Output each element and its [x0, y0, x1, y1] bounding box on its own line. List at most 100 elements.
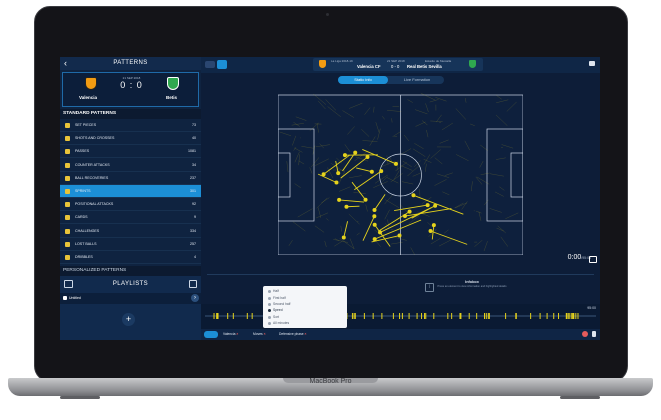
remove-x-icon[interactable]: ×: [304, 332, 307, 336]
sprint-start-dot: [353, 150, 358, 155]
sprint-trail: [279, 131, 292, 137]
away-team-label: Real Betis Sevilla: [407, 64, 442, 69]
valencia-crest-icon: [319, 60, 326, 68]
menu-item-all-minutes[interactable]: All minutes: [268, 321, 289, 325]
timeline-event-mark: [566, 313, 568, 319]
timeline-event-mark: [251, 313, 253, 319]
menu-item-first-half[interactable]: First half: [268, 296, 286, 300]
sprint-trail: [354, 151, 368, 162]
back-icon[interactable]: ‹: [64, 58, 67, 68]
sprint-trail: [434, 179, 447, 186]
tag-filter-icon[interactable]: [204, 331, 218, 338]
event-timeline[interactable]: 95:00: [201, 304, 600, 329]
radio-icon: [268, 296, 271, 300]
betis-crest-icon: [167, 77, 179, 90]
sprint-trail: [475, 210, 482, 214]
sprint-trail: [392, 131, 402, 137]
left-penalty-box: [278, 128, 315, 222]
playlist-screen-icon[interactable]: [64, 280, 73, 288]
tag-toggle-icon[interactable]: [217, 60, 227, 69]
sprint-arrow: [339, 199, 365, 203]
sprint-trail: [333, 239, 349, 243]
video-toggle-icon[interactable]: [205, 61, 215, 68]
sprint-trail: [291, 122, 304, 126]
pattern-row-cards[interactable]: CARDS 9: [60, 211, 201, 225]
menu-item-sort[interactable]: Sort: [268, 315, 279, 319]
timeline-event-mark: [401, 313, 403, 319]
remove-x-icon[interactable]: ×: [236, 332, 239, 336]
pattern-row-ball-recoveries[interactable]: BALL RECOVERIES 237: [60, 172, 201, 185]
info-icon: i: [425, 283, 434, 292]
pattern-row-lost-balls[interactable]: LOST BALLS 257: [60, 238, 201, 251]
pattern-row-counter-attacks[interactable]: COUNTER ATTACKS 34: [60, 159, 201, 172]
add-playlist-button[interactable]: +: [122, 313, 135, 326]
filter-tag-defensive-phase[interactable]: Defensive phase ×: [279, 332, 307, 336]
home-team-name: Valencia: [79, 95, 98, 100]
pattern-row-dribbles[interactable]: DRIBBLES 4: [60, 251, 201, 264]
sprint-trail: [456, 154, 469, 162]
sprint-trail: [365, 204, 368, 212]
sprint-arrow: [342, 152, 356, 172]
sprint-trail: [384, 209, 390, 220]
tab-static-info[interactable]: Static info: [338, 76, 388, 84]
sprint-trail: [294, 151, 300, 163]
pattern-row-set-pieces[interactable]: SET PIECES 73: [60, 119, 201, 132]
filter-tag-moves[interactable]: Moves ×: [253, 332, 266, 336]
sprint-trail: [369, 136, 376, 146]
sprint-trail: [340, 225, 342, 232]
record-icon[interactable]: [582, 331, 588, 337]
sprint-trail: [426, 129, 429, 138]
sprint-trail: [364, 107, 371, 115]
sprint-trail: [414, 143, 424, 150]
remove-x-icon[interactable]: ×: [263, 332, 266, 336]
sprint-arrow: [356, 167, 372, 173]
pattern-row-passes[interactable]: PASSES 1081: [60, 145, 201, 159]
pattern-count: 257: [190, 241, 196, 246]
menu-item-second-half[interactable]: Second half: [268, 302, 290, 306]
sprint-trail: [400, 165, 413, 171]
sprint-trail: [497, 225, 506, 234]
timeline-event-mark: [451, 313, 453, 319]
timeline-event-mark: [227, 313, 229, 319]
menu-item-speed[interactable]: Speed: [268, 308, 283, 312]
right-penalty-box: [486, 128, 523, 222]
match-score: 0 : 0: [120, 80, 143, 90]
pattern-label: BALL RECOVERIES: [75, 175, 109, 180]
pattern-count: 40: [192, 136, 196, 141]
sprint-arrow: [340, 156, 368, 179]
filter-tag-valencia[interactable]: Valencia ×: [223, 332, 239, 336]
chevron-right-icon[interactable]: ›: [191, 294, 199, 302]
timeline-event-mark: [575, 313, 577, 319]
tab-live-formation[interactable]: Live Formation: [403, 77, 431, 82]
sprint-trail: [373, 181, 388, 188]
trash-icon[interactable]: [592, 331, 596, 337]
pattern-icon: [65, 215, 70, 221]
timeline-track[interactable]: [201, 304, 600, 329]
sprint-arrow: [413, 194, 464, 215]
chat-icon[interactable]: [589, 61, 595, 66]
sprint-trail: [334, 241, 343, 247]
sprint-start-dot: [363, 197, 368, 202]
pattern-row-positional-attacks[interactable]: POSITIONAL ATTACKS 92: [60, 198, 201, 212]
pattern-row-shots-and-crosses[interactable]: SHOTS AND CROSSES 40: [60, 132, 201, 146]
playlist-edit-icon[interactable]: [189, 280, 197, 288]
total-time: /95:00: [581, 256, 591, 260]
sprint-start-dot: [428, 229, 433, 234]
playlist-item[interactable]: Untitled ›: [60, 293, 201, 304]
sprint-trail: [315, 158, 329, 166]
laptop-foot: [60, 396, 100, 399]
match-summary-card[interactable]: Valencia 21 SEP 2018 0 : 0 Betis: [62, 72, 199, 107]
pattern-row-sprints[interactable]: SPRINTS 301: [60, 185, 201, 198]
pattern-row-challenges[interactable]: CHALLENGES 334: [60, 225, 201, 238]
sprint-trail: [301, 146, 314, 149]
sprint-trail: [475, 176, 483, 185]
pattern-icon: [65, 228, 70, 234]
timeline-event-mark: [354, 313, 356, 319]
camera-icon[interactable]: [589, 256, 597, 263]
timeline-event-mark: [232, 313, 234, 319]
pitch-diagram[interactable]: [278, 91, 523, 255]
sprint-trail: [319, 143, 324, 149]
radio-icon: [268, 321, 271, 325]
sprint-arrow: [374, 224, 391, 247]
menu-item-half[interactable]: Half: [268, 289, 279, 293]
